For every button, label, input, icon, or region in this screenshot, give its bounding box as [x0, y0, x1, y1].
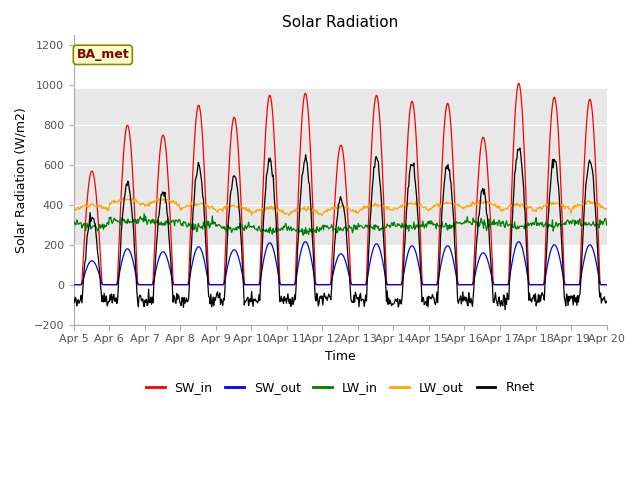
Text: BA_met: BA_met: [76, 48, 129, 61]
Rnet: [79, 278, 87, 284]
SW_in: [217, 282, 225, 288]
Line: LW_out: LW_out: [74, 197, 607, 216]
Line: SW_out: SW_out: [74, 242, 607, 285]
LW_in: [603, 222, 611, 228]
LW_out: [135, 201, 143, 206]
LW_in: [218, 224, 225, 230]
LW_in: [189, 221, 197, 227]
SW_in: [70, 282, 77, 288]
LW_in: [134, 220, 142, 226]
X-axis label: Time: Time: [324, 350, 356, 363]
LW_out: [285, 213, 292, 218]
Rnet: [516, 145, 524, 151]
SW_out: [70, 282, 77, 288]
LW_in: [79, 223, 87, 228]
Rnet: [70, 296, 77, 302]
LW_out: [218, 206, 225, 212]
Title: Solar Radiation: Solar Radiation: [282, 15, 398, 30]
SW_in: [603, 282, 611, 288]
Legend: SW_in, SW_out, LW_in, LW_out, Rnet: SW_in, SW_out, LW_in, LW_out, Rnet: [141, 376, 540, 399]
LW_in: [300, 232, 307, 238]
SW_out: [217, 282, 225, 288]
Rnet: [501, 307, 509, 312]
Bar: [74, 89, 607, 245]
SW_out: [79, 276, 87, 281]
SW_out: [421, 282, 429, 288]
SW_out: [301, 239, 309, 245]
SW_out: [134, 282, 142, 288]
LW_in: [70, 220, 77, 226]
Y-axis label: Solar Radiation (W/m2): Solar Radiation (W/m2): [15, 107, 28, 253]
SW_out: [603, 282, 611, 288]
SW_in: [79, 253, 87, 259]
SW_in: [405, 122, 413, 128]
Rnet: [134, 304, 142, 310]
SW_out: [189, 261, 196, 266]
Rnet: [189, 223, 196, 229]
Line: LW_in: LW_in: [74, 214, 607, 235]
Rnet: [420, 302, 428, 308]
Line: Rnet: Rnet: [74, 148, 607, 310]
Rnet: [217, 301, 225, 307]
SW_in: [515, 81, 522, 86]
LW_out: [422, 204, 429, 210]
Rnet: [603, 298, 611, 304]
SW_in: [134, 282, 142, 288]
LW_out: [120, 194, 127, 200]
LW_out: [70, 208, 77, 214]
LW_out: [406, 200, 414, 205]
LW_out: [603, 206, 611, 212]
SW_in: [189, 180, 196, 186]
LW_in: [140, 211, 148, 216]
SW_out: [406, 246, 413, 252]
LW_out: [189, 203, 197, 208]
Rnet: [405, 183, 413, 189]
SW_in: [420, 282, 428, 288]
LW_out: [79, 204, 87, 209]
LW_in: [422, 221, 429, 227]
Line: SW_in: SW_in: [74, 84, 607, 285]
LW_in: [406, 223, 414, 228]
